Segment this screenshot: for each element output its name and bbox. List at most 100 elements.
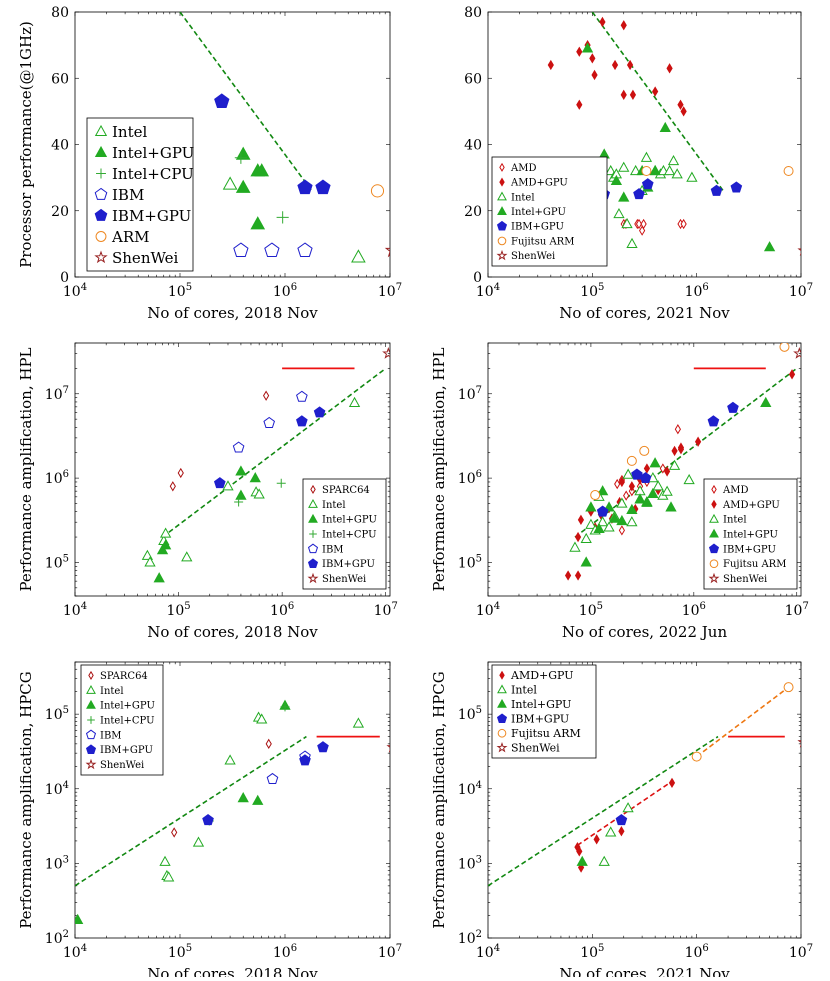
y-tick-label: 40 [51, 138, 69, 154]
data-point [591, 69, 598, 81]
legend-marker [709, 513, 719, 523]
y-tick-label: 106 [45, 469, 69, 487]
data-point [576, 855, 588, 866]
plot-frame [487, 661, 802, 939]
data-point [603, 521, 615, 532]
x-tick-label: 104 [476, 601, 500, 619]
y-tick-label: 20 [51, 204, 69, 220]
data-point [652, 86, 659, 97]
plot-area [179, 12, 390, 263]
data-point [352, 717, 365, 728]
chart-panel-p2: 104 105 106 107 0 20 40 60 80 No of cores, 2021 N… [464, 5, 813, 322]
series-sparc64 [171, 738, 272, 838]
data-point [576, 846, 583, 857]
x-tick-label: 105 [579, 601, 603, 619]
legend-marker [708, 543, 720, 554]
plot-area [564, 343, 801, 581]
trend-line [75, 735, 307, 887]
y-tick-label: 20 [464, 204, 482, 220]
legend-marker [85, 758, 97, 770]
data-point [351, 249, 366, 263]
data-point [640, 151, 653, 162]
data-point [235, 465, 247, 476]
legend-box [302, 478, 387, 590]
legend: Intel Intel+GPU Intel+CPU IBM IBM+GPU ARM Shen… [86, 117, 194, 272]
data-point [232, 441, 245, 453]
data-point [610, 174, 623, 186]
y-axis-label: Performance amplification, HPL [17, 347, 35, 591]
data-point [262, 390, 270, 401]
series-ibm-gpu [596, 401, 739, 517]
legend-label: Intel [322, 500, 346, 511]
data-point [620, 20, 627, 31]
data-point [577, 514, 585, 526]
y-tick-label: 105 [45, 705, 69, 723]
data-point [585, 518, 597, 529]
data-point [224, 754, 236, 765]
y-tick-label: 60 [464, 71, 482, 87]
x-axis-label: No of cores, 2018 Nov [147, 965, 318, 977]
data-point [631, 468, 643, 480]
data-point [256, 713, 268, 724]
data-point [710, 184, 723, 196]
legend-marker [499, 162, 505, 172]
series-intel-gpu [576, 855, 588, 866]
y-tick-label: 0 [473, 270, 482, 286]
legend-label: Intel+GPU [112, 144, 194, 162]
data-point [626, 516, 638, 527]
y-tick-label: 102 [458, 929, 482, 947]
legend-label: Fujitsu ARM [511, 727, 581, 740]
data-point [667, 154, 680, 166]
legend-label: Intel [723, 515, 747, 526]
data-point [605, 826, 617, 837]
legend: SPARC64 Intel Intel+GPU Intel+CPU IBM IBM+GPU… [80, 664, 164, 776]
x-tick-label: 104 [63, 282, 87, 300]
data-point [222, 176, 238, 190]
data-point [626, 59, 634, 71]
data-point [599, 16, 606, 28]
data-point [639, 445, 650, 456]
series-intel-gpu [580, 396, 772, 567]
data-point [616, 514, 628, 526]
data-point [674, 424, 681, 435]
legend-label: Intel+CPU [100, 716, 155, 727]
series-intel-cpu [234, 151, 289, 224]
data-point [593, 834, 600, 845]
y-tick-label: 80 [464, 5, 482, 21]
legend-marker [308, 513, 318, 523]
data-point [250, 216, 266, 230]
legend-marker [87, 716, 95, 724]
data-point [564, 570, 572, 581]
legend-label: IBM+GPU [723, 544, 776, 555]
data-point [234, 497, 244, 507]
y-tick-label: 102 [45, 929, 69, 947]
legend-label: Fujitsu ARM [723, 559, 786, 570]
legend-marker [94, 145, 108, 157]
y-tick-label: 107 [45, 385, 69, 403]
legend-label: AMD+GPU [510, 669, 574, 682]
data-point [671, 445, 678, 457]
x-tick-label: 107 [374, 601, 398, 619]
data-point [643, 463, 651, 474]
legend-label: AMD+GPU [722, 500, 780, 511]
data-point [234, 151, 247, 164]
x-tick-label: 107 [378, 943, 402, 961]
legend-label: ARM [111, 228, 150, 246]
series-shenwei [384, 247, 390, 258]
data-point [677, 442, 685, 453]
series-amd [620, 218, 687, 236]
data-point [159, 539, 172, 550]
data-point [641, 166, 652, 176]
legend-label: IBM [100, 730, 122, 741]
legend-marker [86, 684, 96, 694]
data-point [640, 218, 647, 230]
legend-label: IBM+GPU [511, 222, 564, 233]
series-ibm-gpu [598, 178, 743, 200]
data-point [169, 481, 176, 492]
data-point [788, 369, 796, 380]
x-tick-label: 105 [580, 943, 604, 961]
data-point [171, 827, 178, 838]
legend-label: ShenWei [100, 760, 144, 771]
